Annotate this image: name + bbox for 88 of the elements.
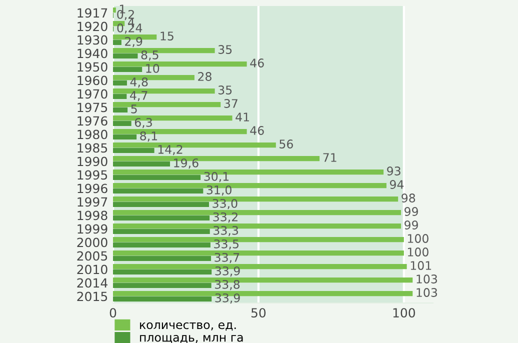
data-label: 8,1 <box>140 131 158 142</box>
bar <box>113 202 209 208</box>
bar <box>113 120 132 126</box>
y-tick-label: 1999 <box>78 224 108 234</box>
data-label: 46 <box>250 58 264 68</box>
bar <box>113 282 212 288</box>
data-label: 14,2 <box>158 144 182 156</box>
data-label: 101 <box>410 261 432 270</box>
data-label: 33,9 <box>215 266 240 277</box>
data-label: 10 <box>146 64 160 73</box>
y-tick-label: 1998 <box>78 210 108 220</box>
data-label: 103 <box>416 274 437 284</box>
bar <box>113 256 212 262</box>
legend-label: количество, ед. <box>140 322 236 331</box>
y-tick-label: 1917 <box>78 8 108 18</box>
y-tick-label: 1980 <box>78 130 108 140</box>
data-label: 71 <box>323 153 336 162</box>
bar <box>113 215 210 221</box>
y-tick-label: 1976 <box>78 116 108 126</box>
data-label: 15 <box>160 32 174 40</box>
data-label: 35 <box>218 45 232 54</box>
data-label: 33,8 <box>215 280 240 290</box>
y-tick-label: 1920 <box>78 22 108 32</box>
data-label: 94 <box>390 180 404 189</box>
data-label: 2,9 <box>125 36 142 48</box>
bar <box>113 134 137 140</box>
bar <box>113 161 170 167</box>
bar <box>113 66 142 72</box>
data-label: 6,3 <box>134 118 152 128</box>
data-label: 8,5 <box>141 50 158 61</box>
bar <box>113 148 154 154</box>
y-tick-label: 1940 <box>78 48 108 58</box>
y-tick-label: 2010 <box>77 264 108 274</box>
data-label: 31,0 <box>206 185 232 196</box>
y-tick-label: 1985 <box>78 143 108 153</box>
data-label: 33,0 <box>212 198 238 210</box>
y-tick-label: 1960 <box>78 76 108 86</box>
bar <box>113 242 210 248</box>
data-label: 33,5 <box>214 239 238 250</box>
y-tick-label: 2005 <box>77 251 108 261</box>
bar <box>113 107 128 113</box>
y-tick-label: 2014 <box>77 278 108 288</box>
data-label: 37 <box>224 99 238 108</box>
data-label: 100 <box>408 248 428 256</box>
x-tick-label: 0 <box>110 308 116 318</box>
data-label: 33,9 <box>215 293 240 304</box>
y-tick-label: 1996 <box>78 184 108 194</box>
data-label: 56 <box>280 140 293 148</box>
y-tick-label: 2015 <box>77 292 108 302</box>
data-label: 30,1 <box>204 172 229 182</box>
y-tick-label: 1995 <box>78 170 108 180</box>
data-label: 99 <box>404 220 418 230</box>
data-label: 5 <box>131 104 137 114</box>
data-label: 93 <box>387 166 400 176</box>
x-tick-label: 50 <box>251 308 266 318</box>
bar <box>113 40 122 46</box>
y-tick-label: 1970 <box>78 89 108 99</box>
data-label: 99 <box>404 207 418 216</box>
data-label: 28 <box>198 72 212 81</box>
data-label: 100 <box>408 234 428 243</box>
bar <box>113 269 212 275</box>
y-tick-label: 1975 <box>78 102 108 112</box>
data-label: 35 <box>218 86 232 94</box>
data-label: 33,3 <box>214 226 238 236</box>
data-label: 19,6 <box>174 158 198 169</box>
data-label: 41 <box>236 112 249 122</box>
data-label: 4,8 <box>130 77 148 88</box>
legend-label: площадь, млн га <box>140 335 243 343</box>
data-label: 46 <box>250 126 264 135</box>
bar <box>113 174 201 180</box>
data-label: 33,7 <box>214 252 240 264</box>
bar <box>113 296 212 302</box>
data-label: 98 <box>402 194 416 202</box>
bar <box>113 94 127 100</box>
bar <box>113 80 127 86</box>
data-label: 33,2 <box>213 212 238 223</box>
y-tick-label: 1930 <box>78 35 108 45</box>
bar <box>113 188 204 194</box>
y-tick-label: 1997 <box>78 197 108 207</box>
y-tick-label: 2000 <box>77 238 108 248</box>
x-tick-label: 100 <box>393 308 416 318</box>
bar <box>113 53 138 59</box>
bar <box>113 7 116 13</box>
data-label: 103 <box>416 288 437 297</box>
bar <box>113 228 210 234</box>
y-tick-label: 1950 <box>78 62 108 72</box>
y-tick-label: 1990 <box>78 156 108 166</box>
data-label: 4,7 <box>130 91 148 102</box>
